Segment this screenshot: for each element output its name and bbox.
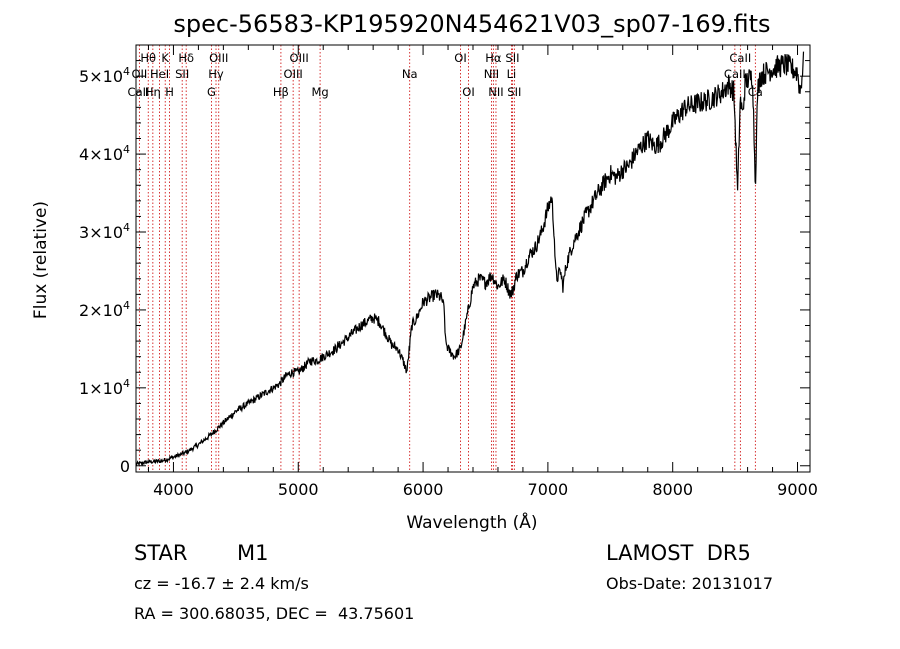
spectral-line-label: Li (507, 67, 517, 81)
spectral-line-markers (138, 45, 756, 472)
y-tick-label: 1×104 (79, 377, 130, 398)
spectral-line-label: Hη (145, 85, 161, 99)
coordinates: RA = 300.68035, DEC = 43.75601 (134, 604, 415, 623)
spectral-line-label: Hθ (140, 51, 156, 65)
spectral-line-label: SII (175, 67, 189, 81)
y-tick-label: 2×104 (79, 299, 130, 320)
redshift-velocity: cz = -16.7 ± 2.4 km/s (134, 574, 309, 593)
spectral-line-label: OII (131, 67, 147, 81)
spectral-line-label: Hβ (273, 85, 289, 99)
spectral-line-label: Hγ (208, 67, 224, 81)
y-tick-label: 0 (120, 457, 130, 476)
spectral-line-label: OI (462, 85, 474, 99)
spectral-line-label: SII (505, 51, 519, 65)
spectral-line-label: H (165, 85, 174, 99)
survey-name: LAMOST DR5 (606, 541, 751, 565)
spectral-line-label: G (207, 85, 216, 99)
spectral-line-label: Hα (485, 51, 502, 65)
spectral-line-label: Hδ (178, 51, 194, 65)
plot-frame (135, 44, 811, 473)
observation-date: Obs-Date: 20131017 (606, 574, 774, 593)
y-axis-label: Flux (relative) (31, 201, 51, 319)
spectral-line-label: Mg (311, 85, 328, 99)
x-tick-label: 9000 (777, 480, 818, 499)
spectral-line-label: OIII (290, 51, 309, 65)
spectral-line-label: NII (488, 85, 503, 99)
x-axis-label: Wavelength (Å) (406, 511, 537, 533)
spectral-line-label: K (161, 51, 169, 65)
x-tick-label: 5000 (278, 480, 319, 499)
y-tick-label: 3×104 (79, 221, 130, 242)
object-class: STAR (134, 541, 188, 565)
spectrum-trace (135, 51, 805, 467)
spectral-line-label: CaII (729, 51, 751, 65)
spectral-line-label: HeI (150, 67, 169, 81)
y-tick-label: 5×104 (79, 65, 130, 86)
x-tick-label: 8000 (652, 480, 693, 499)
spectral-line-label: Na (402, 67, 418, 81)
spectral-line-label: OIII (209, 51, 228, 65)
object-subclass: M1 (237, 541, 269, 565)
y-tick-label: 4×104 (79, 143, 130, 164)
x-tick-label: 7000 (528, 480, 569, 499)
spectral-line-label: OIII (284, 67, 303, 81)
x-tick-label: 4000 (153, 480, 194, 499)
spectral-line-label: CaII (724, 67, 746, 81)
chart-title: spec-56583-KP195920N454621V03_sp07-169.f… (173, 10, 770, 38)
spectral-line-label: OI (454, 51, 466, 65)
y-axis-ticks: 0 1×104 2×104 3×104 4×104 5×104 (79, 60, 810, 476)
x-axis-ticks: 4000 5000 6000 7000 8000 9000 (147, 45, 818, 499)
spectral-line-label: SII (507, 85, 521, 99)
spectral-line-label: NII (484, 67, 499, 81)
x-tick-label: 6000 (403, 480, 444, 499)
